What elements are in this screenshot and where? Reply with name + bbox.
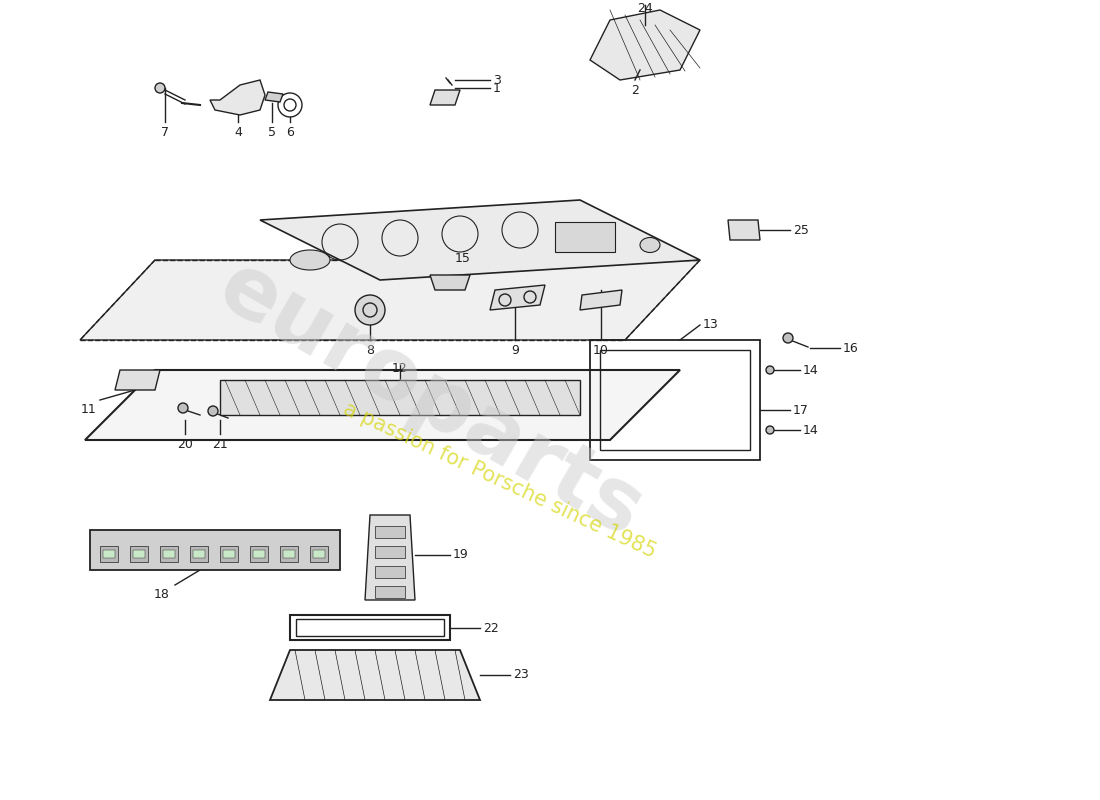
Bar — [590, 340, 760, 460]
Bar — [223, 550, 235, 558]
Bar — [253, 550, 265, 558]
Bar — [133, 550, 145, 558]
Bar — [283, 550, 295, 558]
Polygon shape — [210, 80, 265, 115]
Text: 16: 16 — [843, 342, 859, 354]
Bar — [280, 546, 298, 562]
Bar — [296, 619, 444, 636]
Circle shape — [178, 403, 188, 413]
Ellipse shape — [290, 250, 330, 270]
Text: a passion for Porsche since 1985: a passion for Porsche since 1985 — [340, 398, 660, 562]
Bar — [163, 550, 175, 558]
Text: 3: 3 — [493, 74, 500, 86]
Bar — [190, 546, 208, 562]
Bar — [310, 546, 328, 562]
Bar — [100, 546, 118, 562]
Bar — [290, 615, 450, 640]
Text: 17: 17 — [793, 403, 808, 417]
Text: 10: 10 — [593, 344, 609, 357]
Text: 25: 25 — [793, 223, 808, 237]
Bar — [375, 546, 405, 558]
Text: 7: 7 — [161, 126, 169, 139]
Text: 24: 24 — [637, 2, 653, 15]
Circle shape — [766, 426, 774, 434]
Text: 19: 19 — [453, 549, 469, 562]
Bar — [220, 380, 580, 415]
Polygon shape — [80, 260, 700, 340]
Polygon shape — [590, 10, 700, 80]
Bar — [103, 550, 116, 558]
Circle shape — [355, 295, 385, 325]
Bar — [375, 566, 405, 578]
Bar — [160, 546, 178, 562]
Circle shape — [208, 406, 218, 416]
Text: 12: 12 — [392, 362, 408, 375]
Ellipse shape — [640, 238, 660, 253]
Circle shape — [783, 333, 793, 343]
Polygon shape — [728, 220, 760, 240]
Text: 22: 22 — [483, 622, 498, 634]
Bar — [250, 546, 268, 562]
Text: 4: 4 — [234, 126, 242, 139]
Polygon shape — [85, 370, 680, 440]
Text: 20: 20 — [177, 438, 192, 451]
Text: 8: 8 — [366, 344, 374, 357]
Text: europarts: europarts — [204, 245, 657, 555]
Text: 14: 14 — [803, 363, 818, 377]
Text: 6: 6 — [286, 126, 294, 139]
Text: 9: 9 — [512, 344, 519, 357]
Bar — [130, 546, 148, 562]
Text: 13: 13 — [703, 318, 718, 330]
Polygon shape — [580, 290, 622, 310]
Polygon shape — [365, 515, 415, 600]
Polygon shape — [270, 650, 480, 700]
Bar — [375, 586, 405, 598]
Text: 15: 15 — [455, 251, 471, 265]
Bar — [220, 546, 238, 562]
Text: 5: 5 — [268, 126, 276, 139]
Text: 2: 2 — [631, 84, 639, 97]
Circle shape — [155, 83, 165, 93]
Circle shape — [766, 366, 774, 374]
Text: 1: 1 — [493, 82, 500, 94]
Text: 14: 14 — [803, 423, 818, 437]
Text: 23: 23 — [513, 669, 529, 682]
Bar — [556, 222, 615, 252]
Polygon shape — [265, 92, 283, 102]
Bar — [192, 550, 205, 558]
Bar — [90, 530, 340, 570]
Bar — [375, 526, 405, 538]
Bar — [600, 350, 750, 450]
Text: 21: 21 — [212, 438, 228, 451]
Polygon shape — [116, 370, 160, 390]
Bar — [314, 550, 324, 558]
Polygon shape — [430, 90, 460, 105]
Text: 11: 11 — [80, 403, 96, 416]
Polygon shape — [490, 285, 544, 310]
Polygon shape — [260, 200, 700, 280]
Text: 18: 18 — [154, 588, 170, 601]
Polygon shape — [430, 275, 470, 290]
